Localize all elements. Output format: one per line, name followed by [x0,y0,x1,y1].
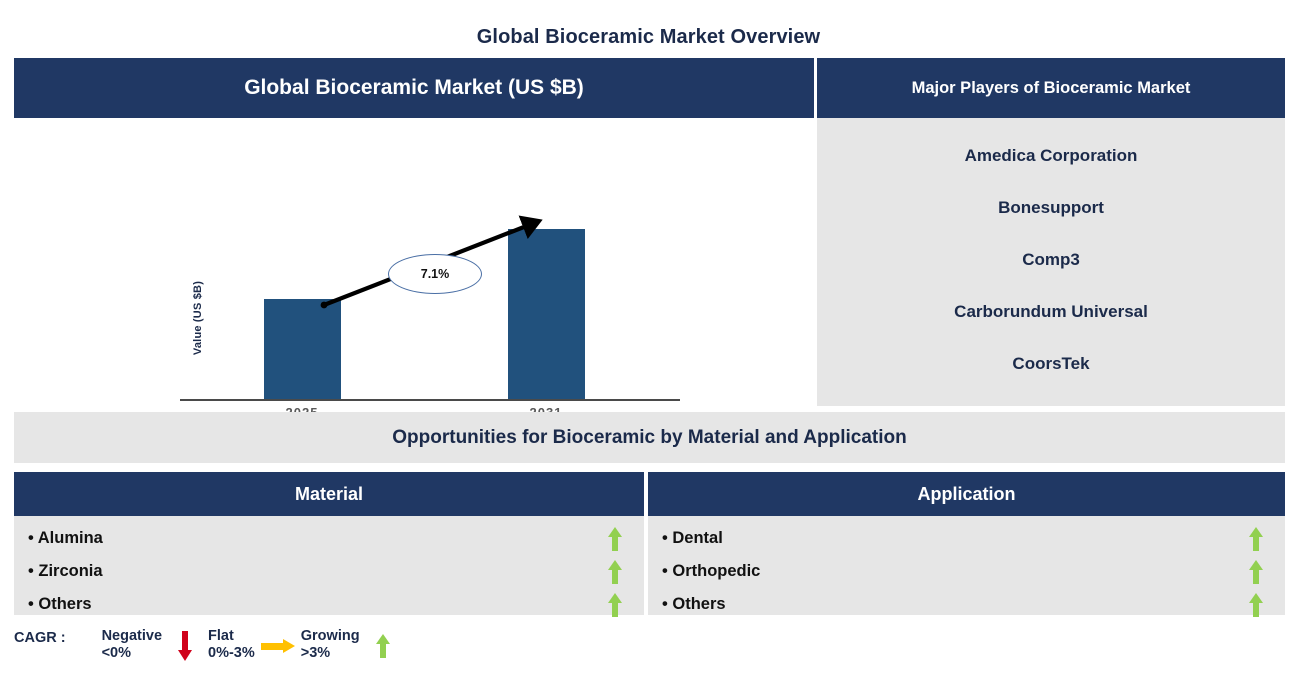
application-column-header: Application [648,472,1285,516]
arrow-up-icon [608,526,622,551]
arrow-right-icon [260,639,295,653]
cagr-legend-label: Growing [300,628,360,644]
cagr-flat-icon-slot [255,628,301,664]
material-item-label: • Alumina [28,529,103,547]
arrow-down-icon [178,631,193,661]
arrow-up-icon [375,634,390,658]
table-row: • Zirconia [14,555,644,588]
arrow-up-icon [608,559,622,584]
chart-panel: Global Bioceramic Market (US $B) Value (… [14,58,814,458]
cagr-legend-label: Negative [101,628,163,644]
material-column-header: Material [14,472,644,516]
application-item-label: • Dental [662,529,723,547]
table-row: • Others [14,588,644,621]
chart-x-axis-line [180,399,680,401]
arrow-up-icon [1249,526,1263,551]
list-item: Comp3 [1022,250,1080,269]
major-players-panel: Major Players of Bioceramic Market Amedi… [817,58,1285,406]
opportunities-band-title: Opportunities for Bioceramic by Material… [14,412,1285,463]
arrow-up-icon [608,592,622,617]
cagr-legend: CAGR : Negative <0% Flat 0%-3% Growing >… [14,628,614,674]
chart-y-axis-label: Value (US $B) [192,280,204,356]
major-players-list: Amedica Corporation Bonesupport Comp3 Ca… [817,118,1285,390]
cagr-legend-entry-flat: Flat 0%-3% [208,628,301,664]
cagr-legend-entry-growing: Growing >3% [301,628,406,664]
major-players-header: Major Players of Bioceramic Market [817,58,1285,118]
chart-panel-header: Global Bioceramic Market (US $B) [14,58,814,118]
arrow-up-icon [1249,592,1263,617]
list-item: Amedica Corporation [964,146,1138,165]
cagr-legend-title: CAGR : [14,630,66,646]
bar-chart: Value (US $B) 2025 2031 7.1% Source : Lu… [14,118,814,458]
table-row: • Others [648,588,1285,621]
application-item-label: • Others [662,595,726,613]
table-row: • Dental [648,522,1285,555]
application-rows: • Dental • Orthopedic • Others [648,516,1285,617]
cagr-legend-entry-negative: Negative <0% [102,628,208,664]
cagr-legend-range: >3% [300,645,331,661]
application-column: Application • Dental • Orthopedic • Othe… [648,472,1285,617]
cagr-legend-label: Flat [208,628,234,644]
material-rows: • Alumina • Zirconia • Others [14,516,644,617]
cagr-legend-range: 0%-3% [208,645,255,661]
list-item: Bonesupport [998,198,1104,217]
material-column: Material • Alumina • Zirconia • Others [14,472,644,617]
bar-2025 [264,299,341,399]
application-item-label: • Orthopedic [662,562,761,580]
cagr-value-bubble: 7.1% [388,254,482,294]
material-item-label: • Zirconia [28,562,103,580]
table-row: • Alumina [14,522,644,555]
cagr-growing-icon-slot [360,628,406,664]
cagr-legend-range: <0% [101,645,131,661]
arrow-up-icon [1249,559,1263,584]
material-item-label: • Others [28,595,92,613]
list-item: CoorsTek [1012,354,1090,373]
list-item: Carborundum Universal [954,302,1148,321]
cagr-negative-icon-slot [162,628,208,664]
page-title: Global Bioceramic Market Overview [476,26,821,48]
table-row: • Orthopedic [648,555,1285,588]
bar-2031 [508,229,585,399]
